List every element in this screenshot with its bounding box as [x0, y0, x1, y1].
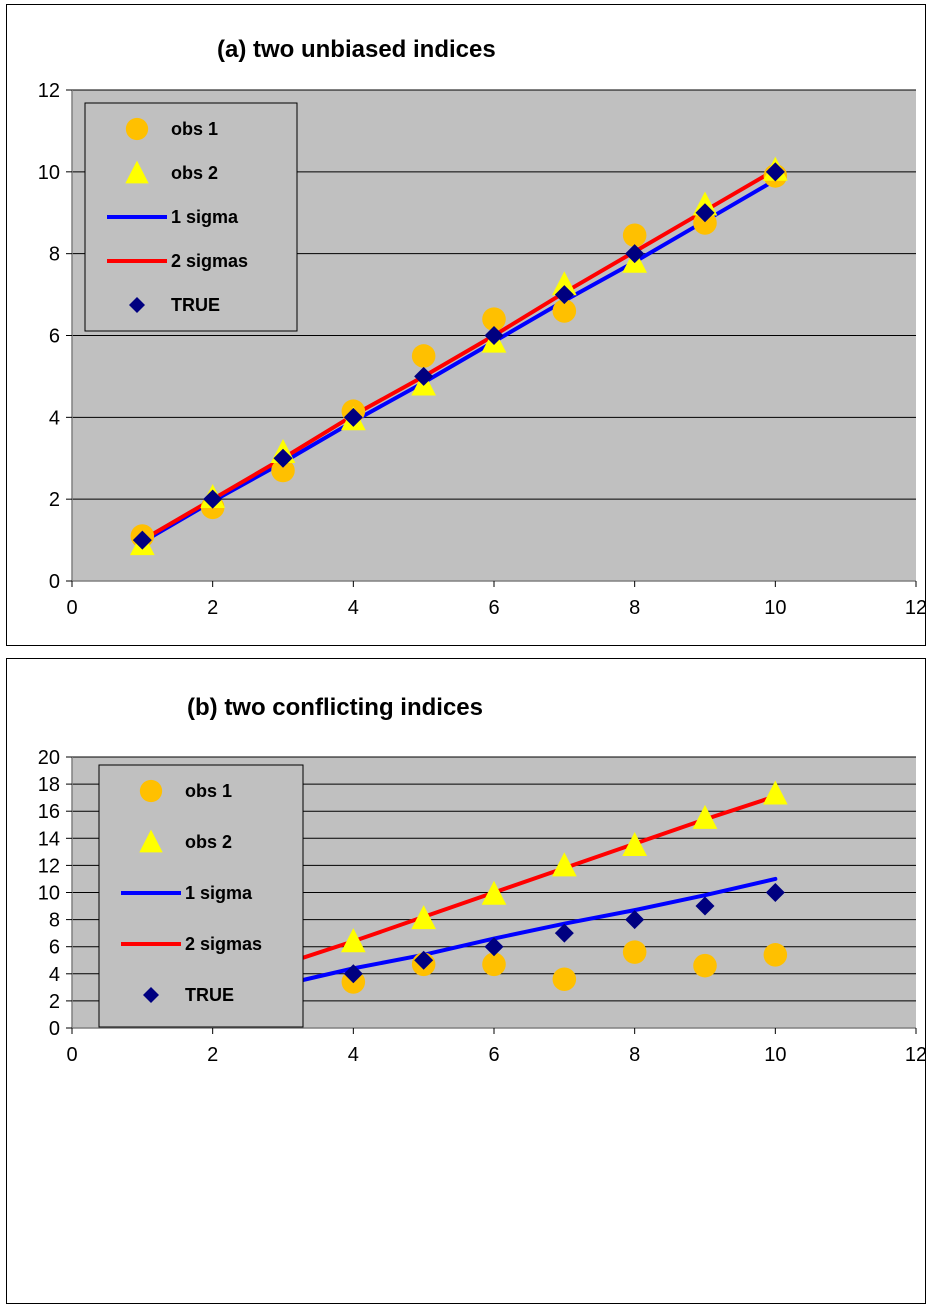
y-tick-label: 12	[38, 80, 60, 102]
data-point	[625, 244, 645, 264]
data-point	[554, 285, 574, 305]
legend-label: 2 sigmas	[171, 251, 248, 271]
legend-label: TRUE	[171, 295, 220, 315]
chart-b-panel: 0 2 4 6 8 10 12 14 16 18 20 0 2 4 6 8 10 12 (b) two confli…	[6, 658, 926, 1304]
chart-a-svg: 0 2 4 6 8 10 12 0 2 4 6 8 10 12 (a) two unbiased indic…	[38, 36, 925, 619]
legend-label: 1 sigma	[171, 207, 239, 227]
data-point	[411, 905, 437, 930]
data-point	[340, 928, 366, 953]
legend-label: obs 1	[185, 781, 232, 801]
legend-box	[98, 764, 304, 1028]
data-point	[695, 203, 715, 223]
series-true	[132, 162, 785, 550]
data-point	[625, 910, 645, 930]
series-line	[140, 178, 778, 545]
data-point	[622, 940, 647, 964]
data-point	[762, 780, 788, 805]
x-tick-label: 6	[488, 597, 499, 619]
x-tick-label: 8	[629, 597, 640, 619]
data-point	[552, 967, 577, 991]
x-tick-label: 0	[66, 1044, 77, 1066]
x-tick-label: 4	[348, 1044, 359, 1066]
chart-a-panel: 0 2 4 6 8 10 12 0 2 4 6 8 10 12 (a) two unbiased indic…	[6, 4, 926, 646]
chart-b-svg: 0 2 4 6 8 10 12 14 16 18 20 0 2 4 6 8 10 12 (b) two confli…	[38, 694, 925, 1066]
legend-swatch-marker	[139, 779, 163, 803]
legend-swatch-marker	[125, 117, 149, 141]
series-line	[140, 167, 778, 543]
x-tick-label: 12	[905, 597, 925, 619]
legend-swatch-marker	[125, 160, 149, 184]
data-point	[622, 223, 647, 248]
x-tick-label: 0	[66, 597, 77, 619]
y-tick-label: 2	[49, 991, 60, 1013]
x-tick-label: 10	[764, 1044, 786, 1066]
legend-label: obs 2	[171, 163, 218, 183]
y-tick-label: 4	[49, 964, 60, 986]
y-tick-label: 18	[38, 774, 60, 796]
data-point	[482, 307, 506, 331]
y-tick-label: 8	[49, 910, 60, 932]
x-tick-label: 2	[207, 1044, 218, 1066]
data-point	[695, 896, 715, 916]
y-tick-label: 12	[38, 855, 60, 877]
y-tick-label: 10	[38, 162, 60, 184]
legend-label: obs 1	[171, 119, 218, 139]
y-tick-label: 4	[49, 407, 60, 429]
data-point	[481, 880, 507, 905]
legend-swatch-marker	[129, 297, 145, 313]
y-tick-label: 20	[38, 747, 60, 769]
series-1-sigma	[140, 178, 778, 545]
data-point	[693, 211, 717, 235]
y-tick-label: 0	[49, 1018, 60, 1040]
x-tick-label: 10	[764, 597, 786, 619]
legend-swatch-marker	[143, 987, 159, 1003]
data-point	[273, 448, 293, 468]
data-point	[482, 952, 506, 977]
data-point	[411, 344, 436, 368]
data-point	[484, 937, 504, 957]
data-point	[343, 964, 363, 984]
chart-title: (b) two conflicting indices	[187, 694, 483, 721]
data-point	[693, 953, 717, 978]
data-point	[622, 831, 648, 856]
data-point	[343, 407, 363, 427]
x-tick-label: 8	[629, 1044, 640, 1066]
x-tick-label: 2	[207, 597, 218, 619]
y-tick-label: 16	[38, 801, 60, 823]
data-point	[132, 530, 152, 550]
legend: obs 1 obs 2 1 sigma 2 sigmas TRUE	[98, 764, 304, 1028]
data-point	[203, 489, 223, 509]
legend-swatch-marker	[139, 829, 163, 853]
data-point	[484, 326, 504, 345]
data-point	[551, 271, 577, 296]
data-point	[414, 366, 434, 386]
series-2-sigmas	[140, 167, 778, 543]
x-tick-label: 4	[348, 597, 359, 619]
data-point	[551, 852, 577, 877]
legend-label: 2 sigmas	[185, 934, 262, 954]
y-tick-label: 10	[38, 883, 60, 905]
legend-label: 1 sigma	[185, 883, 253, 903]
y-tick-label: 6	[49, 326, 60, 348]
legend-label: TRUE	[185, 985, 234, 1005]
y-tick-label: 14	[38, 828, 60, 850]
x-tick-label: 12	[905, 1044, 925, 1066]
data-point	[414, 950, 434, 970]
data-point	[552, 299, 577, 323]
y-tick-label: 0	[49, 571, 60, 593]
y-tick-label: 2	[49, 489, 60, 511]
data-point	[692, 804, 718, 829]
data-point	[763, 943, 788, 967]
data-point	[271, 458, 295, 483]
y-tick-label: 8	[49, 244, 60, 266]
y-tick-label: 6	[49, 937, 60, 959]
legend-label: obs 2	[185, 832, 232, 852]
legend: obs 1 obs 2 1 sigma 2 sigmas TRUE	[84, 102, 298, 332]
data-point	[765, 162, 785, 182]
chart-title: (a) two unbiased indices	[217, 36, 496, 63]
x-tick-label: 6	[488, 1044, 499, 1066]
data-point	[554, 923, 574, 943]
data-point	[765, 883, 785, 902]
